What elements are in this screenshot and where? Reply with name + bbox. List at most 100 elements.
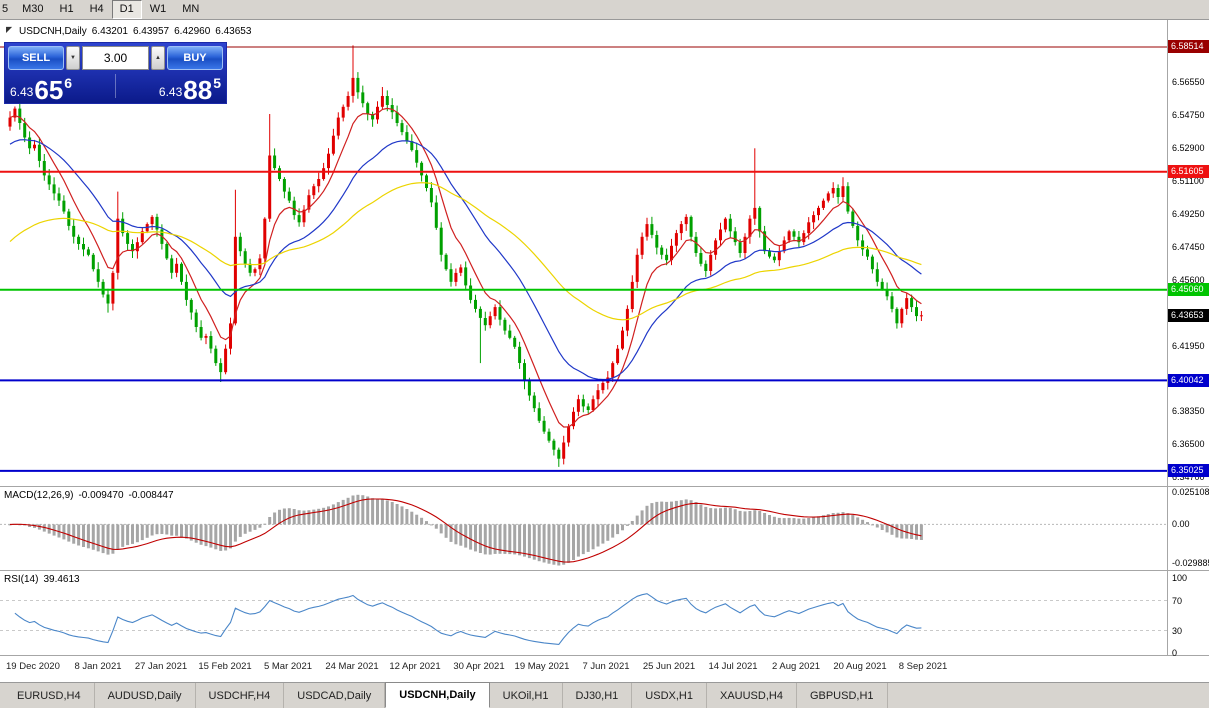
ma-60-line <box>9 182 922 321</box>
macd-indicator-name: MACD(12,26,9) <box>4 490 74 501</box>
date-axis-label: 20 Aug 2021 <box>833 661 887 672</box>
buy-price-pips: 88 <box>183 74 213 105</box>
sell-price-point: 6 <box>64 75 73 91</box>
chart-tab-usdcnh-daily[interactable]: USDCNH,Daily <box>385 682 490 708</box>
macd-signal-value: -0.008447 <box>128 490 174 501</box>
price-axis-tick: 6.51100 <box>1172 176 1204 186</box>
date-axis-label: 2 Aug 2021 <box>771 661 821 672</box>
buy-price-base: 6.43 <box>158 85 183 99</box>
chart-tab-dj30-h1[interactable]: DJ30,H1 <box>563 683 633 708</box>
timeframe-button-m30[interactable]: M30 <box>22 3 44 15</box>
sell-price-quote[interactable]: 6.43 65 6 <box>10 74 73 105</box>
timeframe-button-d1[interactable]: D1 <box>111 0 142 19</box>
hline-price-label: 6.45060 <box>1168 283 1209 296</box>
chart-tab-usdchf-h4[interactable]: USDCHF,H4 <box>196 683 285 708</box>
timeframe-button-h1[interactable]: H1 <box>59 3 74 15</box>
quote-divider <box>115 74 116 98</box>
chart-tab-ukoil-h1[interactable]: UKOil,H1 <box>490 683 563 708</box>
timeframe-toolbar: 5 M30 H1 H4 D1 W1 MN <box>0 0 1209 20</box>
candles-layer <box>8 45 923 467</box>
price-axis-tick: 6.54750 <box>1172 110 1205 120</box>
sell-price-base: 6.43 <box>10 85 34 99</box>
date-axis-label: 27 Jan 2021 <box>134 661 188 672</box>
rsi-indicator-name: RSI(14) <box>4 574 39 585</box>
rsi-label: RSI(14) 39.4613 <box>4 574 85 585</box>
hline-price-label: 6.51605 <box>1168 165 1209 178</box>
pane-separator[interactable] <box>0 570 1209 571</box>
chart-tab-xauusd-h4[interactable]: XAUUSD,H4 <box>707 683 797 708</box>
price-axis-tick: 6.34700 <box>1172 472 1205 482</box>
chart-window: ◤ USDCNH,Daily 6.43201 6.43957 6.42960 6.436… <box>0 20 1209 682</box>
price-axis-tick: 6.49250 <box>1172 209 1205 219</box>
macd-pane[interactable] <box>0 487 1167 570</box>
rsi-value: 39.4613 <box>43 574 80 585</box>
chart-tab-audusd-daily[interactable]: AUDUSD,Daily <box>95 683 196 708</box>
chart-ohlc-title: USDCNH,Daily 6.43201 6.43957 6.42960 6.43653 <box>19 26 256 37</box>
one-click-controls-row: SELL ▼ ▲ BUY <box>8 46 223 70</box>
chart-tab-usdx-h1[interactable]: USDX,H1 <box>632 683 707 708</box>
date-axis-label: 12 Apr 2021 <box>389 661 441 672</box>
chart-tab-eurusd-h4[interactable]: EURUSD,H4 <box>4 683 95 708</box>
ma-24-line <box>9 139 922 381</box>
hline-price-label: 6.58514 <box>1168 40 1209 53</box>
date-axis-label: 8 Sep 2021 <box>898 661 948 672</box>
one-click-quotes-row: 6.43 65 6 6.43 88 5 <box>8 70 223 105</box>
hline-price-label: 6.35025 <box>1168 464 1209 477</box>
chart-tab-usdcad-daily[interactable]: USDCAD,Daily <box>284 683 386 708</box>
date-axis-label: 24 Mar 2021 <box>325 661 379 672</box>
chart-tabs-bar: EURUSD,H4 AUDUSD,Daily USDCHF,H4 USDCAD,Dai… <box>0 682 1209 708</box>
price-axis-tick: 6.45600 <box>1172 275 1205 285</box>
sell-button[interactable]: SELL <box>8 46 64 70</box>
rsi-axis-tick: 0 <box>1172 648 1178 658</box>
date-axis-label: 30 Apr 2021 <box>453 661 505 672</box>
price-axis-border <box>1167 20 1168 656</box>
macd-main-value: -0.009470 <box>78 490 124 501</box>
rsi-line <box>14 593 922 645</box>
timeframe-button-w1[interactable]: W1 <box>149 3 167 15</box>
ma-8-line <box>9 107 922 428</box>
bar-low-value: 6.42960 <box>174 26 211 37</box>
one-click-trading-panel: SELL ▼ ▲ BUY 6.43 65 6 6.43 88 5 <box>4 42 227 104</box>
bar-open-value: 6.43201 <box>91 26 128 37</box>
price-axis-tick: 6.47450 <box>1172 242 1205 252</box>
main-chart[interactable] <box>0 20 1167 486</box>
pane-separator[interactable] <box>0 655 1209 656</box>
macd-axis-tick: 0.025108 <box>1172 487 1209 497</box>
timeframe-button-5[interactable]: 5 <box>2 3 9 15</box>
date-axis-label: 14 Jul 2021 <box>708 661 758 672</box>
date-axis-label: 19 May 2021 <box>514 661 570 672</box>
chevron-up-icon: ▲ <box>155 55 161 61</box>
volume-input[interactable] <box>82 46 149 70</box>
price-axis-tick: 6.52900 <box>1172 143 1205 153</box>
price-axis-tick: 6.41950 <box>1172 341 1205 351</box>
date-axis-label: 25 Jun 2021 <box>642 661 696 672</box>
bar-close-value: 6.43653 <box>215 26 252 37</box>
date-axis-label: 19 Dec 2020 <box>6 661 60 672</box>
rsi-axis-tick: 100 <box>1172 573 1188 583</box>
macd-axis-tick: -0.029885 <box>1172 558 1209 568</box>
current-price-label: 6.43653 <box>1168 309 1209 322</box>
price-axis-tick: 6.36500 <box>1172 439 1205 449</box>
sell-price-pips: 65 <box>34 74 64 105</box>
pane-separator[interactable] <box>0 486 1209 487</box>
chart-symbol: USDCNH,Daily <box>19 26 87 37</box>
macd-signal-line <box>9 498 922 563</box>
hline-price-label: 6.40042 <box>1168 374 1209 387</box>
buy-button[interactable]: BUY <box>167 46 223 70</box>
chevron-down-icon: ▼ <box>70 55 76 61</box>
price-axis-tick: 6.56550 <box>1172 77 1205 87</box>
price-axis-tick: 6.38350 <box>1172 406 1205 416</box>
macd-axis-tick: 0.00 <box>1172 519 1190 529</box>
rsi-pane[interactable] <box>0 571 1167 655</box>
one-click-collapse-icon[interactable]: ◤ <box>6 25 13 34</box>
timeframe-button-h4[interactable]: H4 <box>89 3 104 15</box>
date-axis-label: 5 Mar 2021 <box>263 661 313 672</box>
volume-increase-button[interactable]: ▲ <box>151 46 165 70</box>
volume-decrease-button[interactable]: ▼ <box>66 46 80 70</box>
buy-price-quote[interactable]: 6.43 88 5 <box>158 74 221 105</box>
timeframe-button-mn[interactable]: MN <box>182 3 200 15</box>
macd-label: MACD(12,26,9) -0.009470 -0.008447 <box>4 490 179 501</box>
rsi-axis-tick: 30 <box>1172 626 1183 636</box>
rsi-axis-tick: 70 <box>1172 596 1183 606</box>
chart-tab-gbpusd-h1[interactable]: GBPUSD,H1 <box>797 683 888 708</box>
